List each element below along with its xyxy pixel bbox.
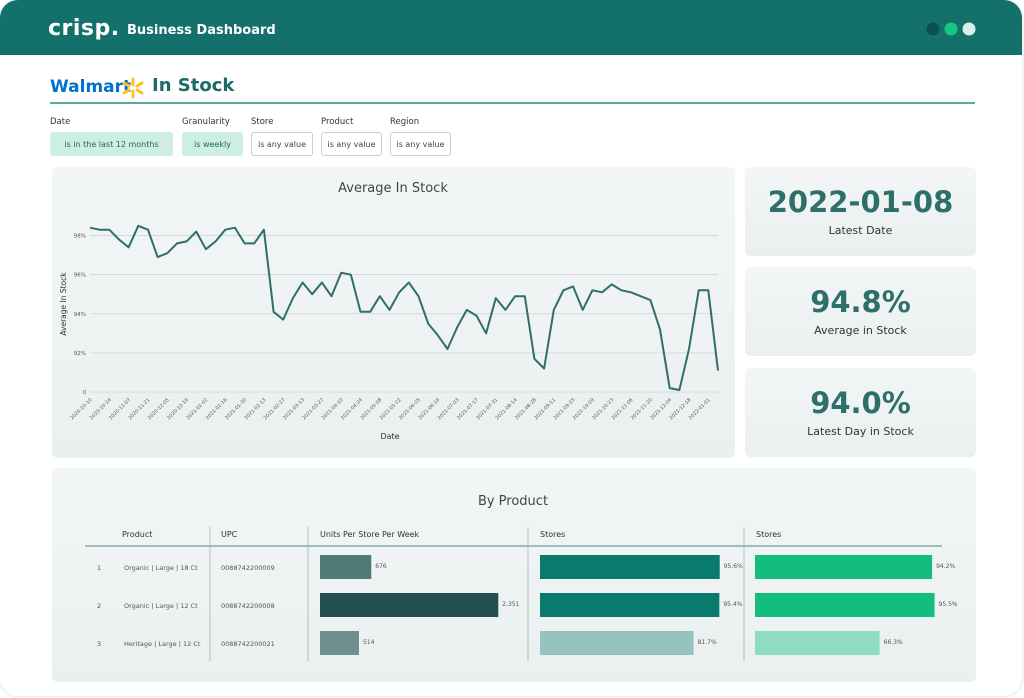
column-header: Product — [122, 530, 152, 539]
upc: 0088742200009 — [221, 564, 275, 572]
product-name: Organic | Large | 18 Ct — [124, 564, 198, 572]
kpi-card: 94.0% Latest Day in Stock — [745, 368, 976, 457]
product-name: Heritage | Large | 12 Ct — [124, 640, 201, 648]
bar-label: 95.4% — [723, 601, 742, 608]
filter-value[interactable]: is in the last 12 months — [50, 132, 173, 156]
dot — [926, 22, 940, 36]
kpi-label: Latest Date — [828, 224, 893, 237]
kpi-value: 94.0% — [810, 386, 911, 420]
bar-label: 95.6% — [724, 563, 743, 570]
column-header: Units Per Store Per Week — [320, 530, 420, 539]
bar — [540, 593, 720, 617]
y-tick-label: 0 — [83, 390, 87, 396]
bar-label: 95.5% — [939, 601, 958, 608]
filter-value[interactable]: is any value — [321, 132, 382, 156]
y-tick-label: 96% — [74, 273, 86, 279]
retailer-name: Walmart — [50, 77, 132, 97]
app-title: Business Dashboard — [127, 23, 276, 38]
filter-value[interactable]: is weekly — [182, 132, 243, 156]
y-tick-label: 98% — [74, 234, 86, 240]
top-bar — [0, 0, 1022, 55]
bar-label: 2,351 — [502, 601, 519, 608]
filter-value[interactable]: is any value — [251, 132, 313, 156]
bar — [755, 555, 933, 579]
bar — [320, 593, 499, 617]
y-tick-label: 94% — [74, 312, 86, 318]
filter-label: Product — [321, 117, 354, 127]
data-line — [89, 224, 719, 391]
dot — [944, 22, 958, 36]
row-index: 3 — [97, 640, 101, 648]
bar — [755, 631, 880, 655]
bar-label: 676 — [375, 563, 387, 570]
title-rule — [50, 102, 975, 104]
filter-label: Date — [50, 117, 71, 127]
bar-label: 81.7% — [698, 639, 717, 646]
filter-label: Store — [251, 117, 274, 127]
x-axis-label: Date — [380, 432, 399, 441]
bar-label: 66.3% — [884, 639, 903, 646]
bar-label: 94.2% — [936, 563, 955, 570]
column-header: Stores — [540, 530, 565, 539]
y-axis-label: Average In Stock — [59, 272, 68, 336]
column-header: Stores — [756, 530, 781, 539]
row-index: 2 — [97, 602, 101, 610]
kpi-value: 94.8% — [810, 285, 911, 319]
kpi-value: 2022-01-08 — [767, 185, 954, 219]
dot — [962, 22, 976, 36]
retailer-spark — [122, 77, 144, 99]
row-index: 1 — [97, 564, 101, 572]
chart-title: Average In Stock — [338, 181, 448, 196]
window-dots — [926, 22, 976, 36]
table-title: By Product — [478, 494, 548, 509]
kpi-label: Latest Day in Stock — [807, 425, 914, 438]
product-name: Organic | Large | 12 Ct — [124, 602, 198, 610]
product-table: By Product Product UPC Units Per Store Per … — [85, 494, 958, 661]
upc: 0088742200008 — [221, 602, 275, 610]
bar — [755, 593, 935, 617]
upc: 0088742200021 — [221, 640, 275, 648]
table-card: By Product Product UPC Units Per Store Per … — [52, 468, 976, 682]
bar — [540, 555, 720, 579]
column-header: UPC — [221, 530, 238, 539]
filter-label: Region — [390, 117, 420, 127]
chart-card: Average In Stock Average In Stock Date 0 92%… — [52, 167, 735, 458]
filter-label: Granularity — [182, 117, 230, 127]
bar-label: 514 — [363, 639, 375, 646]
y-tick-label: 92% — [74, 351, 86, 357]
brand: crisp. — [48, 16, 120, 41]
line-chart: Average In Stock Average In Stock Date 0 92%… — [59, 181, 719, 441]
kpi-label: Average in Stock — [814, 324, 907, 337]
filter-value[interactable]: is any value — [390, 132, 451, 156]
kpi-card: 2022-01-08 Latest Date — [745, 167, 976, 256]
bar — [320, 555, 372, 579]
kpi-card: 94.8% Average in Stock — [745, 267, 976, 356]
page-title: In Stock — [152, 75, 235, 96]
bar — [540, 631, 694, 655]
bar — [320, 631, 359, 655]
